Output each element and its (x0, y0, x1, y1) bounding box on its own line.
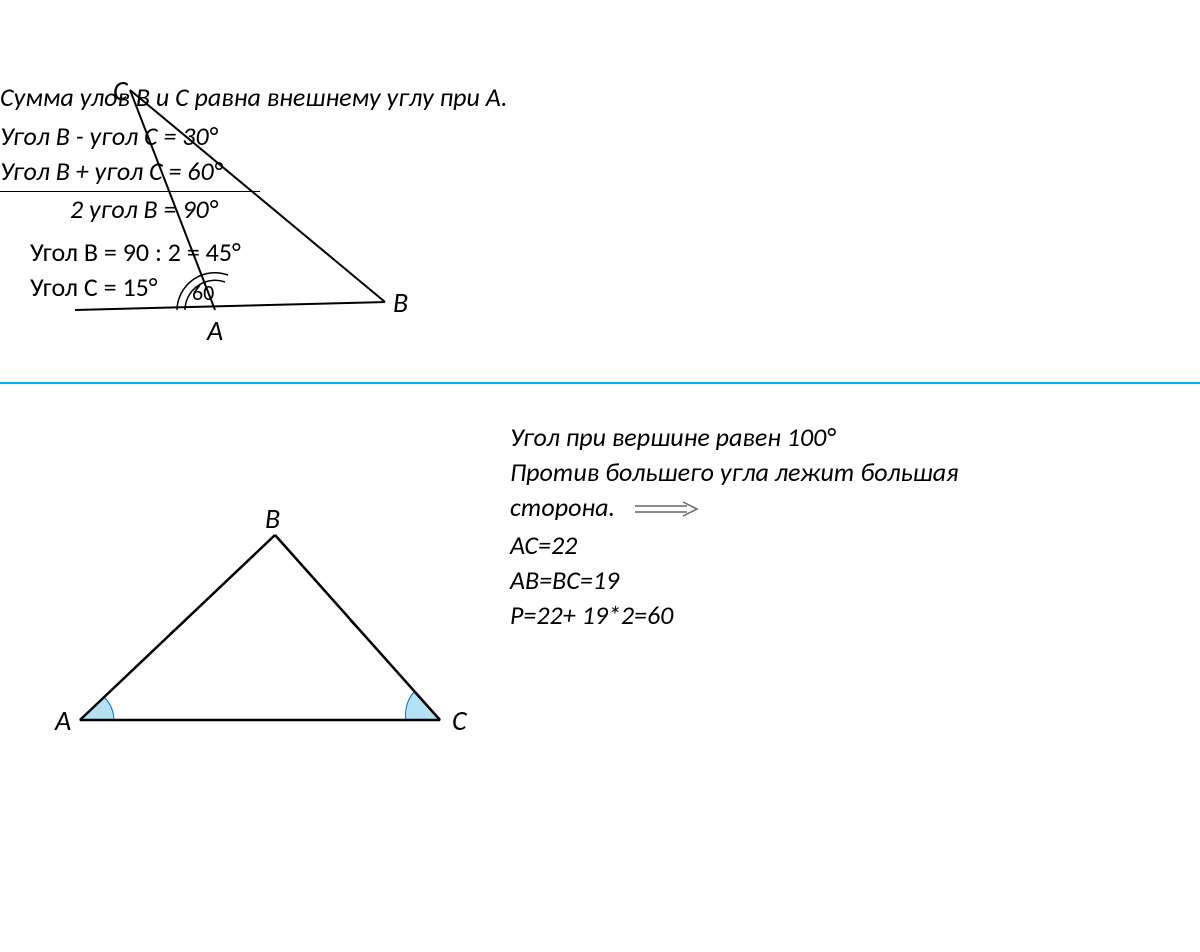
svg-text:B: B (265, 501, 280, 536)
problem2-diagram: A B C (0, 0, 500, 805)
p2-line5: AB=BC=19 (510, 563, 959, 598)
p2-line4: AC=22 (510, 528, 959, 563)
p2-line2: Против большего угла лежит большая (510, 455, 959, 490)
p2-line3: сторона. (510, 490, 959, 527)
p2-line6: P=22+ 19*2=60 (510, 598, 959, 633)
problem2-text: Угол при вершине равен 100° Против больш… (510, 420, 959, 633)
svg-text:C: C (452, 703, 468, 738)
p2-line1: Угол при вершине равен 100° (510, 420, 959, 455)
arrow-icon (631, 492, 703, 527)
svg-text:A: A (54, 703, 71, 738)
